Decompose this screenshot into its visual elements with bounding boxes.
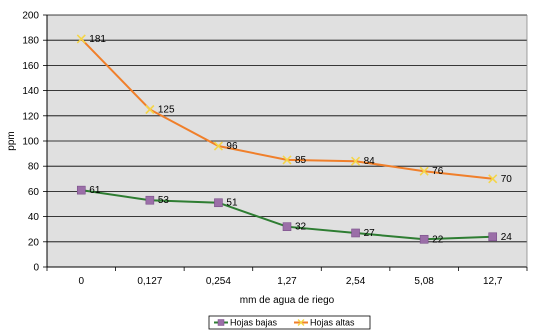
data-point-stroke	[488, 174, 498, 184]
data-label: 53	[158, 195, 170, 206]
data-point	[213, 141, 223, 151]
data-point	[76, 34, 86, 44]
legend-label: Hojas altas	[310, 318, 355, 328]
data-label: 181	[89, 34, 106, 45]
data-point	[488, 232, 498, 242]
data-label: 85	[295, 155, 307, 166]
y-tick-label: 140	[22, 86, 39, 97]
y-tick-labels: 0 20 40 60 80 100 120 140 160 180 200	[22, 11, 39, 274]
data-point	[419, 234, 429, 244]
data-label: 61	[89, 185, 101, 196]
y-tick-label: 20	[28, 237, 40, 248]
data-point-stroke	[419, 166, 429, 176]
data-label: 84	[364, 156, 376, 167]
x-tick-label: 0	[79, 276, 85, 287]
series-hojas-bajas: 61 53 51 32 27 22 24	[76, 185, 513, 245]
x-tick-label: 2,54	[346, 276, 366, 287]
y-tick-label: 100	[22, 137, 39, 148]
legend: Hojas bajas Hojas altas	[208, 315, 371, 330]
data-label: 70	[501, 174, 513, 185]
y-tick-label: 120	[22, 111, 39, 122]
data-point-stroke	[145, 104, 155, 115]
legend-box	[208, 315, 371, 330]
x-tick-label: 12,7	[483, 276, 503, 287]
data-point	[76, 185, 86, 195]
data-label: 27	[364, 228, 376, 239]
legend-swatch-marker	[217, 319, 225, 326]
data-label: 51	[226, 198, 238, 209]
legend-swatch	[294, 319, 308, 326]
y-axis-label: ppm	[6, 131, 17, 150]
x-axis-label: mm de agua de riego	[240, 295, 335, 306]
data-point	[282, 155, 292, 165]
y-tick-label: 0	[33, 263, 39, 274]
data-point	[145, 104, 155, 115]
x-tick-label: 1,27	[277, 276, 297, 287]
y-tick-label: 60	[28, 187, 40, 198]
data-point-stroke	[213, 141, 223, 151]
data-point	[214, 198, 223, 208]
data-point-stroke	[76, 34, 86, 44]
data-label: 96	[226, 141, 238, 152]
data-label: 76	[432, 166, 444, 177]
legend-swatch-marker	[297, 319, 305, 326]
data-point-stroke	[351, 156, 361, 166]
series-hojas-altas: 181 125 96 85 84 76 70	[76, 34, 513, 185]
data-point	[282, 222, 292, 231]
data-point	[145, 195, 155, 205]
series-layer: 61 53 51 32 27 22 24 181 125 96 85 84 76 70	[76, 34, 513, 245]
legend-label: Hojas bajas	[230, 318, 278, 328]
data-label: 32	[295, 222, 307, 233]
data-point	[419, 166, 429, 176]
data-label: 24	[501, 232, 513, 243]
data-point	[351, 156, 361, 166]
y-tick-label: 160	[22, 61, 39, 72]
gridlines	[43, 14, 527, 268]
y-tick-label: 80	[28, 162, 40, 173]
x-tick-label: 0,127	[137, 276, 162, 287]
x-tick-labels: 0 0,127 0,254 1,27 2,54 5,08 12,7	[79, 276, 503, 287]
data-point	[351, 228, 360, 238]
y-tick-label: 40	[28, 212, 40, 223]
axes	[46, 15, 528, 271]
data-point-stroke	[282, 155, 292, 165]
data-label: 22	[432, 234, 444, 245]
x-tick-label: 5,08	[414, 276, 434, 287]
data-label: 125	[158, 105, 175, 116]
y-tick-label: 180	[22, 36, 39, 47]
x-tick-label: 0,254	[206, 276, 231, 287]
data-point	[488, 174, 498, 184]
legend-swatch	[214, 319, 228, 326]
y-tick-label: 200	[22, 11, 39, 22]
